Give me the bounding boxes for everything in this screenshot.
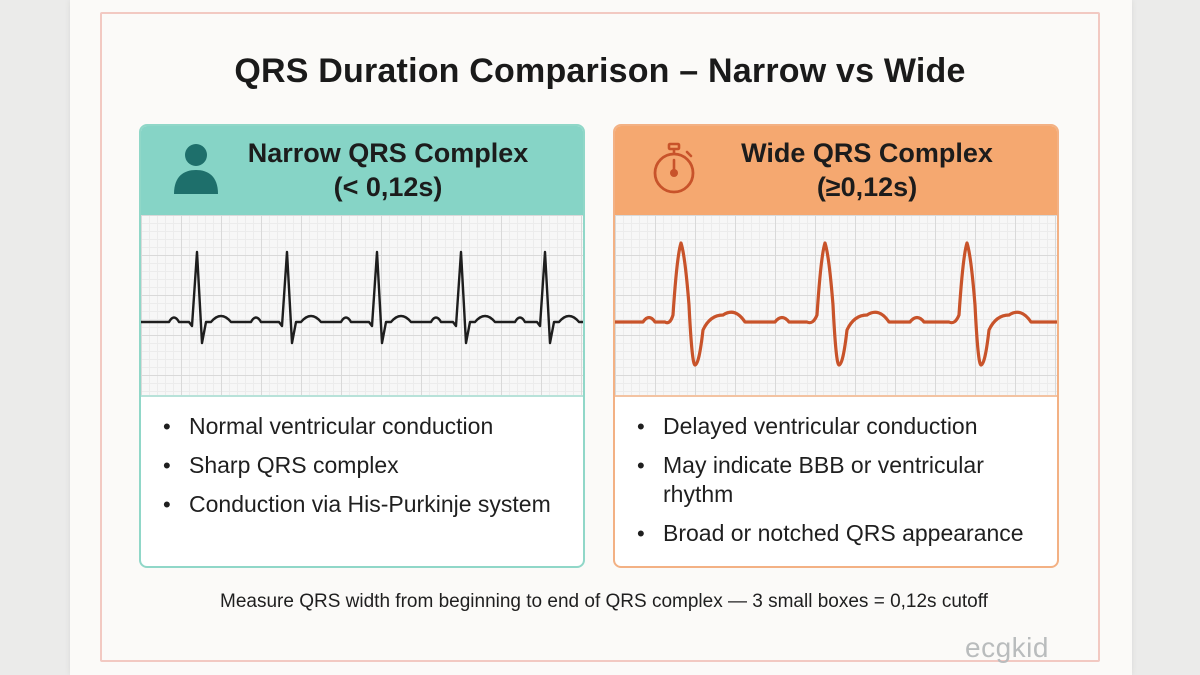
narrow-ecg-trace — [141, 250, 583, 345]
wide-card-header: Wide QRS Complex (≥0,12s) — [615, 126, 1057, 215]
wide-qrs-card: Wide QRS Complex (≥0,12s) Delayed ventri… — [613, 124, 1059, 568]
wide-title-line1: Wide QRS Complex — [741, 138, 993, 168]
list-item: Sharp QRS complex — [163, 451, 573, 480]
wide-bullet-list: Delayed ventricular conduction May indic… — [637, 412, 1047, 558]
list-item: Normal ventricular conduction — [163, 412, 573, 441]
list-item: May indicate BBB or ventricular rhythm — [637, 451, 1047, 509]
list-item: Broad or notched QRS appearance — [637, 519, 1047, 548]
footnote: Measure QRS width from beginning to end … — [220, 591, 988, 612]
wide-title-line2: (≥0,12s) — [816, 172, 918, 202]
narrow-qrs-card: Narrow QRS Complex (< 0,12s) Normal vent… — [139, 124, 585, 568]
page-title: QRS Duration Comparison – Narrow vs Wide — [234, 52, 966, 90]
person-icon — [174, 144, 218, 194]
stopwatch-icon — [653, 142, 695, 194]
narrow-card-header: Narrow QRS Complex (< 0,12s) — [141, 126, 583, 215]
narrow-bullet-list: Normal ventricular conduction Sharp QRS … — [163, 412, 573, 529]
list-item: Conduction via His-Purkinje system — [163, 490, 573, 519]
narrow-ecg-strip — [141, 215, 583, 397]
frame-border — [100, 12, 1100, 662]
wide-card-title: Wide QRS Complex (≥0,12s) — [615, 136, 1057, 204]
list-item: Delayed ventricular conduction — [637, 412, 1047, 441]
wide-ecg-strip — [615, 215, 1057, 397]
narrow-title-line2: (< 0,12s) — [333, 172, 443, 202]
watermark-logo: ecgkid — [965, 632, 1049, 663]
narrow-title-line1: Narrow QRS Complex — [247, 138, 529, 168]
wide-ecg-trace — [615, 241, 1057, 367]
narrow-card-title: Narrow QRS Complex (< 0,12s) — [141, 136, 583, 204]
